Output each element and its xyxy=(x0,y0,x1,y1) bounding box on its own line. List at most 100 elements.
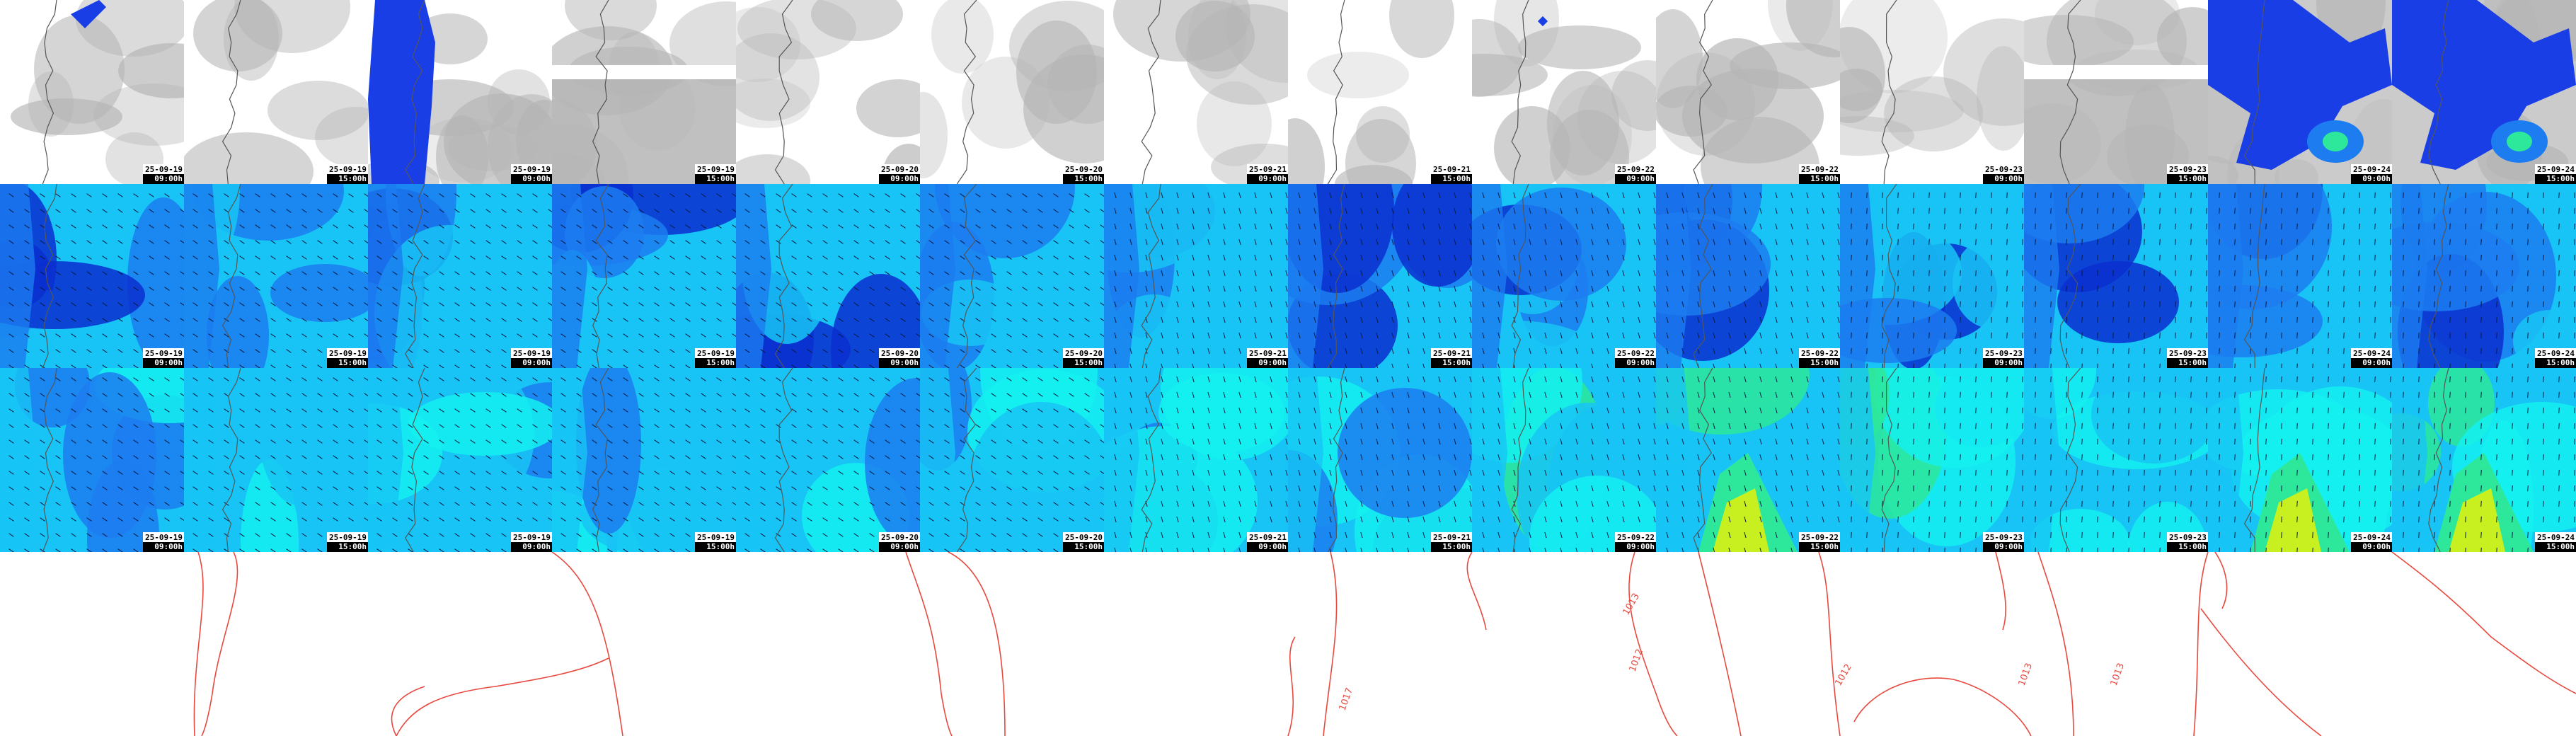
timestamp-label: 25-09-19 15:00h xyxy=(327,348,368,368)
map-layer xyxy=(736,184,920,368)
gust-map-tile: 25-09-19 09:00h xyxy=(368,368,552,552)
coastline xyxy=(1511,368,1529,552)
map-layer xyxy=(552,0,736,184)
isobar-line xyxy=(2193,552,2209,736)
map-layer xyxy=(2208,368,2392,552)
coastline xyxy=(956,368,977,552)
cloud-map-tile: 25-09-22 09:00h xyxy=(1472,0,1656,184)
gust-map-tile: 25-09-19 15:00h xyxy=(184,368,368,552)
isobar-line xyxy=(391,686,425,736)
isobar-line xyxy=(1287,636,1296,736)
gust-map-tile: 25-09-23 09:00h xyxy=(1840,368,2024,552)
date-label: 25-09-24 xyxy=(2535,348,2576,358)
time-label: 15:00h xyxy=(2535,174,2576,184)
gust-map-tile: 25-09-19 09:00h xyxy=(0,368,184,552)
date-label: 25-09-19 xyxy=(695,532,736,542)
coastline xyxy=(1693,0,1713,184)
isobar-line xyxy=(1466,552,1487,631)
coastline xyxy=(774,368,793,552)
date-label: 25-09-21 xyxy=(1247,348,1288,358)
gust-map-tile: 25-09-24 09:00h xyxy=(2208,368,2392,552)
coastline xyxy=(2059,184,2081,368)
time-label: 09:00h xyxy=(511,358,552,368)
coastline xyxy=(1327,184,1345,368)
cloud-map-tile: 25-09-20 15:00h xyxy=(920,0,1104,184)
wind-map-tile: 25-09-19 09:00h xyxy=(0,184,184,368)
timestamp-label: 25-09-19 09:00h xyxy=(143,348,184,368)
timestamp-label: 25-09-22 15:00h xyxy=(1799,164,1840,184)
coastline xyxy=(774,0,793,184)
map-layer xyxy=(1656,368,1840,552)
time-label: 09:00h xyxy=(2351,358,2392,368)
wind-map-tile: 25-09-20 09:00h xyxy=(736,184,920,368)
map-layer xyxy=(0,368,184,552)
gust-map-tile: 25-09-21 09:00h xyxy=(1104,368,1288,552)
date-label: 25-09-19 xyxy=(511,164,552,174)
wind-map-tile: 25-09-23 09:00h xyxy=(1840,184,2024,368)
timestamp-label: 25-09-20 09:00h xyxy=(879,532,920,552)
map-layer xyxy=(920,0,1104,184)
cloud-map-tile: 25-09-22 15:00h xyxy=(1656,0,1840,184)
date-label: 25-09-19 xyxy=(143,164,184,174)
isobar-value-label: 1012 xyxy=(1833,662,1854,688)
cloud-map-tile: 25-09-23 09:00h xyxy=(1840,0,2024,184)
time-label: 09:00h xyxy=(1615,542,1656,552)
map-layer xyxy=(1288,0,1472,184)
coastline xyxy=(1881,0,1897,184)
timestamp-label: 25-09-19 09:00h xyxy=(143,164,184,184)
map-layer xyxy=(1840,184,2024,368)
map-layer xyxy=(1656,184,1840,368)
map-layer xyxy=(368,184,552,368)
wind-map-tile: 25-09-22 09:00h xyxy=(1472,184,1656,368)
coastline xyxy=(1141,368,1161,552)
isobar-value-label: 1013 xyxy=(2017,662,2035,687)
timestamp-label: 25-09-24 09:00h xyxy=(2351,532,2392,552)
coastline xyxy=(2428,0,2449,184)
map-layer xyxy=(2392,184,2576,368)
coastline xyxy=(1141,0,1161,184)
date-label: 25-09-20 xyxy=(1063,164,1104,174)
time-label: 15:00h xyxy=(327,358,368,368)
date-label: 25-09-19 xyxy=(695,348,736,358)
date-label: 25-09-19 xyxy=(327,348,368,358)
time-label: 09:00h xyxy=(1615,174,1656,184)
timestamp-label: 25-09-19 09:00h xyxy=(511,348,552,368)
coastline xyxy=(405,0,425,184)
date-label: 25-09-24 xyxy=(2535,532,2576,542)
map-layer xyxy=(1288,184,1472,368)
timestamp-label: 25-09-24 15:00h xyxy=(2535,164,2576,184)
map-layer xyxy=(1840,0,2024,184)
date-label: 25-09-22 xyxy=(1799,532,1840,542)
isobar-line xyxy=(2391,552,2576,694)
map-layer xyxy=(1472,0,1656,184)
cloud-map-tile: 25-09-21 15:00h xyxy=(1288,0,1472,184)
timestamp-label: 25-09-21 15:00h xyxy=(1431,532,1472,552)
timestamp-label: 25-09-24 09:00h xyxy=(2351,164,2392,184)
gust-map-tile: 25-09-22 15:00h xyxy=(1656,368,1840,552)
coastline xyxy=(1881,184,1897,368)
date-label: 25-09-21 xyxy=(1247,164,1288,174)
time-label: 15:00h xyxy=(695,358,736,368)
coastline xyxy=(1327,368,1345,552)
coastline xyxy=(774,184,793,368)
time-label: 09:00h xyxy=(1983,358,2024,368)
time-label: 15:00h xyxy=(2167,358,2208,368)
isobar-value-label: 1013 xyxy=(2109,662,2127,687)
gust-map-tile: 25-09-21 15:00h xyxy=(1288,368,1472,552)
wind-speed-row: 25-09-19 09:00h 25-09-19 15:00h 25-09-19 09:0… xyxy=(0,184,2576,368)
coastline xyxy=(592,368,609,552)
timestamp-label: 25-09-20 09:00h xyxy=(879,164,920,184)
date-label: 25-09-19 xyxy=(511,348,552,358)
isobar-line xyxy=(2214,552,2228,609)
isobar-value-label: 1013 xyxy=(1621,592,1642,617)
isobar-line xyxy=(396,657,609,736)
cloud-map-tile: 25-09-19 15:00h xyxy=(552,0,736,184)
map-layer xyxy=(2208,0,2392,184)
isobar-value-label: 1012 xyxy=(1628,648,1645,673)
time-label: 09:00h xyxy=(2351,174,2392,184)
wind-map-tile: 25-09-23 15:00h xyxy=(2024,184,2208,368)
date-label: 25-09-21 xyxy=(1431,532,1472,542)
time-label: 15:00h xyxy=(1799,174,1840,184)
time-label: 15:00h xyxy=(327,542,368,552)
coastline xyxy=(1693,368,1713,552)
